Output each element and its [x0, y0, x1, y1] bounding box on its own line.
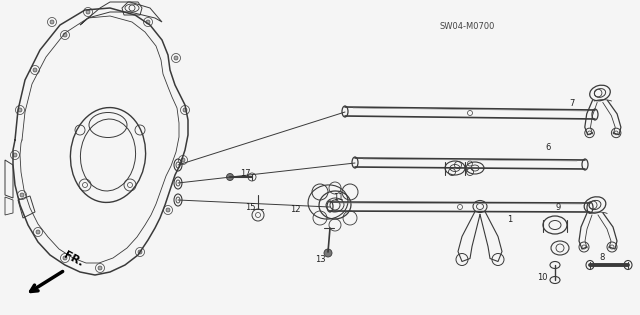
Circle shape: [138, 250, 142, 254]
Text: 10: 10: [537, 273, 547, 283]
Text: 7: 7: [570, 99, 575, 107]
Circle shape: [50, 20, 54, 24]
Circle shape: [13, 153, 17, 157]
Circle shape: [18, 108, 22, 112]
Text: 6: 6: [545, 144, 550, 152]
Circle shape: [20, 193, 24, 197]
Text: 1: 1: [508, 215, 513, 225]
Circle shape: [183, 108, 187, 112]
Text: SW04-M0700: SW04-M0700: [440, 22, 495, 31]
Text: 8: 8: [599, 254, 605, 262]
Text: 11: 11: [333, 192, 343, 202]
Circle shape: [166, 208, 170, 212]
Circle shape: [36, 230, 40, 234]
Text: 12: 12: [290, 205, 300, 215]
Circle shape: [33, 68, 37, 72]
Text: 17: 17: [240, 169, 250, 177]
Circle shape: [324, 249, 332, 257]
Text: 9: 9: [556, 203, 561, 213]
Circle shape: [181, 158, 185, 162]
Text: 13: 13: [315, 255, 325, 265]
Circle shape: [63, 33, 67, 37]
Circle shape: [146, 20, 150, 24]
Text: 15: 15: [244, 203, 255, 211]
Circle shape: [63, 256, 67, 260]
Circle shape: [86, 10, 90, 14]
Circle shape: [227, 174, 234, 180]
Text: FR.: FR.: [62, 249, 84, 268]
Circle shape: [174, 56, 178, 60]
Circle shape: [98, 266, 102, 270]
